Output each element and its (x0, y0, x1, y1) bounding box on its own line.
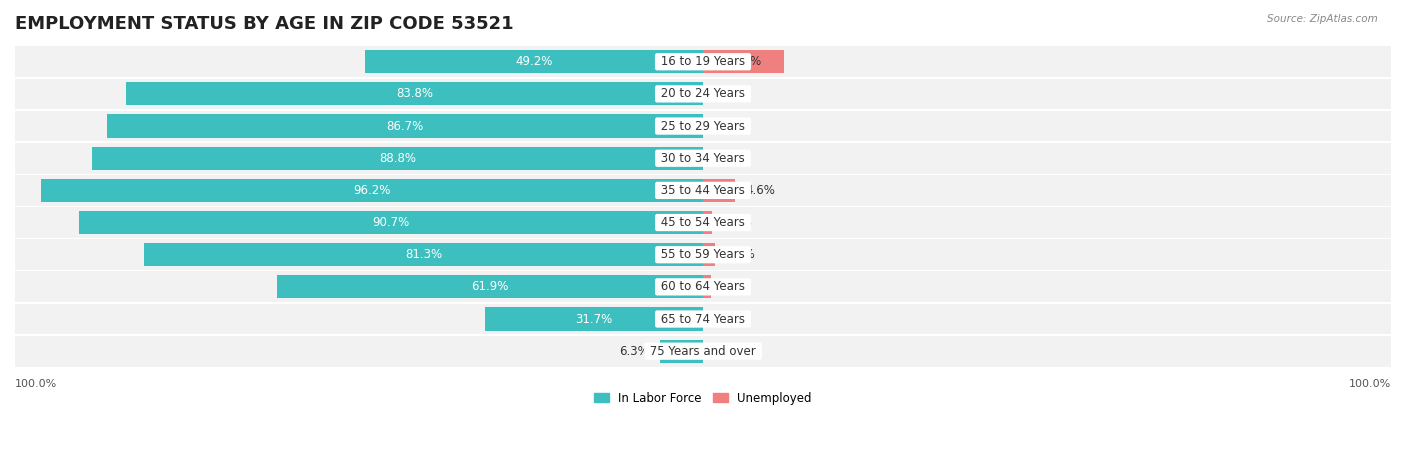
Text: 83.8%: 83.8% (396, 87, 433, 101)
Bar (15, 143, 1391, 174)
Text: 16 to 19 Years: 16 to 19 Years (657, 55, 749, 68)
Bar (659, 340, 703, 363)
Bar (364, 50, 703, 74)
Text: 75 Years and over: 75 Years and over (647, 345, 759, 358)
Bar (15, 239, 1391, 270)
Text: 1.1%: 1.1% (721, 281, 751, 293)
Bar (15, 304, 1391, 335)
Text: 60 to 64 Years: 60 to 64 Years (657, 281, 749, 293)
Text: 61.9%: 61.9% (471, 281, 509, 293)
Text: 0.0%: 0.0% (713, 345, 742, 358)
Text: 30 to 34 Years: 30 to 34 Years (657, 152, 749, 165)
Text: EMPLOYMENT STATUS BY AGE IN ZIP CODE 53521: EMPLOYMENT STATUS BY AGE IN ZIP CODE 535… (15, 15, 513, 33)
Text: 6.3%: 6.3% (620, 345, 650, 358)
Bar (703, 179, 735, 202)
Bar (15, 46, 1391, 77)
Text: 96.2%: 96.2% (353, 184, 391, 197)
Text: 65 to 74 Years: 65 to 74 Years (657, 313, 749, 326)
Text: 1.3%: 1.3% (723, 216, 752, 229)
Bar (15, 207, 1391, 238)
Text: 4.6%: 4.6% (745, 184, 775, 197)
Text: 0.0%: 0.0% (713, 313, 742, 326)
Text: 0.0%: 0.0% (713, 152, 742, 165)
Bar (485, 308, 703, 331)
Bar (91, 147, 703, 170)
Bar (277, 275, 703, 299)
Bar (703, 211, 711, 234)
Bar (41, 179, 703, 202)
Text: 86.7%: 86.7% (387, 120, 423, 133)
Bar (703, 243, 716, 266)
Text: 88.8%: 88.8% (380, 152, 416, 165)
Bar (15, 336, 1391, 367)
Bar (15, 110, 1391, 142)
Bar (703, 50, 785, 74)
Text: 0.0%: 0.0% (713, 120, 742, 133)
Bar (127, 83, 703, 106)
Bar (703, 275, 710, 299)
Bar (143, 243, 703, 266)
Text: 100.0%: 100.0% (1348, 379, 1391, 390)
Text: 81.3%: 81.3% (405, 248, 441, 261)
Text: 20 to 24 Years: 20 to 24 Years (657, 87, 749, 101)
Text: 49.2%: 49.2% (515, 55, 553, 68)
Bar (15, 78, 1391, 109)
Bar (79, 211, 703, 234)
Text: Source: ZipAtlas.com: Source: ZipAtlas.com (1267, 14, 1378, 23)
Text: 0.0%: 0.0% (713, 87, 742, 101)
Text: 55 to 59 Years: 55 to 59 Years (657, 248, 749, 261)
Bar (15, 272, 1391, 302)
Text: 35 to 44 Years: 35 to 44 Years (657, 184, 749, 197)
Text: 90.7%: 90.7% (373, 216, 409, 229)
Text: 45 to 54 Years: 45 to 54 Years (657, 216, 749, 229)
Legend: In Labor Force, Unemployed: In Labor Force, Unemployed (589, 387, 817, 410)
Text: 31.7%: 31.7% (575, 313, 613, 326)
Text: 1.8%: 1.8% (725, 248, 755, 261)
Text: 11.8%: 11.8% (725, 55, 762, 68)
Text: 25 to 29 Years: 25 to 29 Years (657, 120, 749, 133)
Text: 100.0%: 100.0% (15, 379, 58, 390)
Bar (107, 115, 703, 138)
Bar (15, 175, 1391, 206)
